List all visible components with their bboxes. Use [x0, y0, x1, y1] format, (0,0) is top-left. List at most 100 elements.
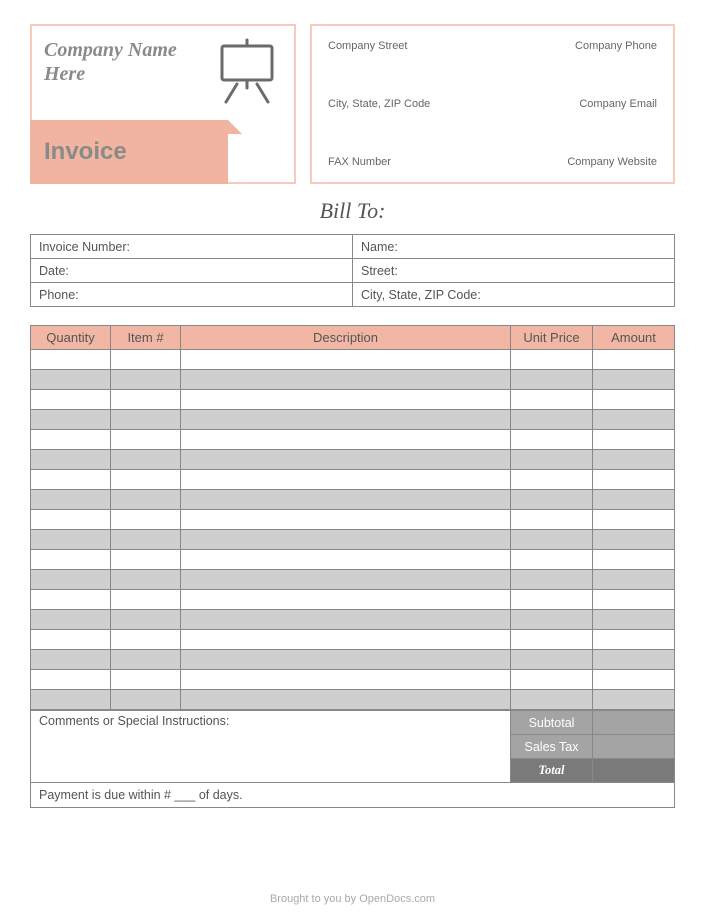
table-cell — [593, 470, 675, 490]
table-cell — [593, 590, 675, 610]
table-row — [31, 470, 675, 490]
invoice-label: Invoice — [44, 138, 127, 166]
table-cell — [181, 450, 511, 470]
meta-street: Street: — [353, 259, 675, 283]
table-cell — [511, 490, 593, 510]
table-cell — [593, 530, 675, 550]
table-row — [31, 430, 675, 450]
table-cell — [31, 570, 111, 590]
table-cell — [111, 650, 181, 670]
table-cell — [511, 670, 593, 690]
table-cell — [593, 690, 675, 710]
table-cell — [31, 510, 111, 530]
table-cell — [593, 490, 675, 510]
col-item: Item # — [111, 326, 181, 350]
meta-name: Name: — [353, 235, 675, 259]
table-cell — [593, 510, 675, 530]
table-cell — [31, 410, 111, 430]
tax-label: Sales Tax — [511, 735, 593, 759]
table-cell — [31, 450, 111, 470]
table-cell — [31, 530, 111, 550]
table-cell — [111, 510, 181, 530]
table-cell — [593, 390, 675, 410]
comments-cell: Comments or Special Instructions: — [31, 711, 511, 783]
table-cell — [181, 490, 511, 510]
table-cell — [181, 590, 511, 610]
table-cell — [593, 430, 675, 450]
table-cell — [181, 470, 511, 490]
table-cell — [181, 370, 511, 390]
table-cell — [593, 410, 675, 430]
col-description: Description — [181, 326, 511, 350]
table-cell — [511, 350, 593, 370]
table-cell — [111, 370, 181, 390]
table-cell — [31, 650, 111, 670]
table-cell — [111, 490, 181, 510]
table-cell — [181, 510, 511, 530]
table-cell — [31, 630, 111, 650]
table-cell — [511, 650, 593, 670]
total-value — [593, 759, 675, 783]
tax-value — [593, 735, 675, 759]
invoice-tag: Invoice — [30, 120, 228, 184]
table-row — [31, 650, 675, 670]
meta-invoice-number: Invoice Number: — [31, 235, 353, 259]
table-row — [31, 390, 675, 410]
table-row — [31, 550, 675, 570]
table-cell — [31, 470, 111, 490]
table-cell — [111, 670, 181, 690]
info-row-2: City, State, ZIP Code Company Email — [328, 98, 657, 110]
table-cell — [511, 550, 593, 570]
header-row: Company Name Here Invoice Company Street… — [30, 24, 675, 184]
meta-table: Invoice Number: Name: Date: Street: Phon… — [30, 234, 675, 307]
meta-city: City, State, ZIP Code: — [353, 283, 675, 307]
table-cell — [111, 610, 181, 630]
table-cell — [593, 570, 675, 590]
table-cell — [511, 510, 593, 530]
col-amount: Amount — [593, 326, 675, 350]
table-cell — [31, 550, 111, 570]
info-email: Company Email — [579, 98, 657, 110]
table-cell — [511, 450, 593, 470]
table-cell — [181, 630, 511, 650]
table-cell — [181, 390, 511, 410]
easel-icon — [212, 36, 282, 106]
table-cell — [593, 350, 675, 370]
table-cell — [111, 630, 181, 650]
table-row — [31, 630, 675, 650]
table-cell — [181, 670, 511, 690]
table-cell — [31, 390, 111, 410]
table-cell — [593, 610, 675, 630]
table-cell — [511, 690, 593, 710]
table-cell — [31, 370, 111, 390]
col-quantity: Quantity — [31, 326, 111, 350]
table-cell — [511, 610, 593, 630]
table-cell — [111, 430, 181, 450]
table-cell — [593, 370, 675, 390]
total-label: Total — [511, 759, 593, 783]
table-cell — [511, 570, 593, 590]
table-row — [31, 590, 675, 610]
subtotal-value — [593, 711, 675, 735]
items-table: Quantity Item # Description Unit Price A… — [30, 325, 675, 710]
meta-date: Date: — [31, 259, 353, 283]
table-cell — [31, 490, 111, 510]
table-cell — [111, 570, 181, 590]
table-cell — [111, 530, 181, 550]
table-row — [31, 410, 675, 430]
table-cell — [31, 590, 111, 610]
table-row — [31, 690, 675, 710]
table-cell — [511, 430, 593, 450]
info-website: Company Website — [567, 156, 657, 168]
table-cell — [511, 470, 593, 490]
table-row — [31, 610, 675, 630]
table-cell — [31, 670, 111, 690]
table-cell — [181, 650, 511, 670]
company-name: Company Name Here — [44, 38, 184, 86]
meta-phone: Phone: — [31, 283, 353, 307]
table-cell — [593, 550, 675, 570]
table-cell — [181, 430, 511, 450]
table-cell — [111, 690, 181, 710]
table-cell — [511, 630, 593, 650]
table-cell — [31, 610, 111, 630]
